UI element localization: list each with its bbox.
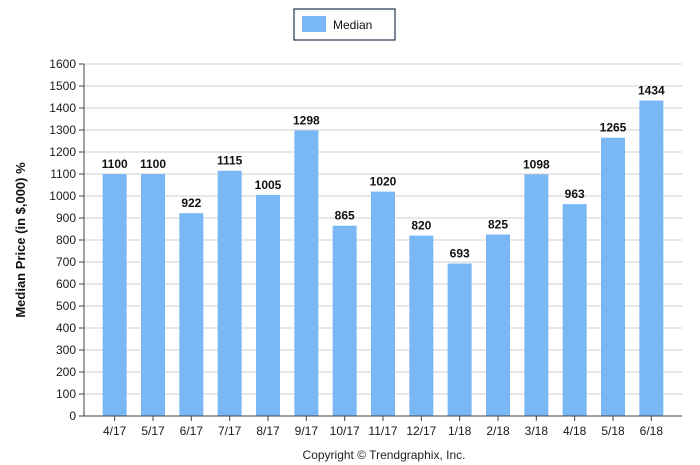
y-tick-label: 1400 <box>49 101 76 115</box>
x-tick-label: 1/18 <box>448 424 472 438</box>
bar-8-17 <box>256 194 280 416</box>
bar-3-18 <box>524 174 549 416</box>
x-tick-label: 11/17 <box>368 424 397 438</box>
x-tick-label: 3/18 <box>525 424 549 438</box>
bar-6-17 <box>179 213 204 416</box>
bar-6-18 <box>639 100 664 417</box>
x-tick-label: 4/17 <box>103 424 127 438</box>
x-tick-label: 10/17 <box>330 424 360 438</box>
x-tick-label: 5/18 <box>601 424 625 438</box>
data-label-5-18: 1265 <box>600 121 627 135</box>
data-label-5-17: 1100 <box>140 157 166 171</box>
y-tick-label: 700 <box>56 255 76 269</box>
bar-5-17 <box>141 174 165 416</box>
x-tick-label: 8/17 <box>256 424 280 438</box>
legend: Median <box>293 8 396 41</box>
data-label-7-17: 1115 <box>217 154 243 168</box>
x-tick-label: 12/17 <box>406 424 436 438</box>
data-label-2-18: 825 <box>488 218 508 232</box>
y-tick-label: 500 <box>56 299 76 313</box>
y-tick-label: 1000 <box>49 189 76 203</box>
y-tick-label: 100 <box>56 387 76 401</box>
data-label-1-18: 693 <box>450 247 470 261</box>
y-tick-label: 300 <box>56 343 76 357</box>
data-label-11-17: 1020 <box>370 175 397 189</box>
y-tick-label: 0 <box>69 409 76 423</box>
x-axis-ticks: 4/17 5/17 6/17 7/17 8/17 9/17 10/17 11/17 12/17 1… <box>103 416 663 438</box>
data-label-9-17: 1298 <box>293 113 320 127</box>
y-tick-label: 900 <box>56 211 76 225</box>
data-label-10-17: 865 <box>335 209 355 223</box>
data-label-4-18: 963 <box>565 187 585 201</box>
y-tick-label: 400 <box>56 321 76 335</box>
bar-11-17 <box>371 191 395 416</box>
data-label-6-17: 922 <box>181 196 201 210</box>
data-label-4-17: 1100 <box>102 157 128 171</box>
bar-7-17 <box>217 170 242 416</box>
bar-4-17 <box>102 174 127 416</box>
bar-1-18 <box>447 263 472 416</box>
x-tick-label: 2/18 <box>486 424 510 438</box>
x-tick-label: 6/17 <box>180 424 204 438</box>
bar-12-17 <box>409 235 434 416</box>
bar-9-17 <box>294 130 319 416</box>
data-label-12-17: 820 <box>411 219 431 233</box>
bar-4-18 <box>562 204 587 416</box>
data-label-6-18: 1434 <box>638 84 665 98</box>
bars <box>102 100 664 417</box>
x-tick-label: 9/17 <box>295 424 319 438</box>
y-tick-label: 800 <box>56 233 76 247</box>
y-tick-label: 1500 <box>49 79 76 93</box>
data-label-8-17: 1005 <box>255 178 282 192</box>
y-tick-label: 1100 <box>50 167 76 181</box>
legend-swatch <box>302 16 326 32</box>
y-tick-label: 1600 <box>49 57 76 71</box>
x-tick-label: 5/17 <box>141 424 165 438</box>
bar-2-18 <box>486 234 510 416</box>
data-label-3-18: 1098 <box>523 157 550 171</box>
copyright-credit: Copyright © Trendgraphix, Inc. <box>303 448 466 462</box>
y-axis-ticks: 0 100 200 300 400 500 600 700 800 900 1000 1100 1200… <box>49 57 84 423</box>
y-axis-title: Median Price (in $,000) % <box>13 162 28 318</box>
x-tick-label: 4/18 <box>563 424 587 438</box>
legend-label: Median <box>333 18 372 32</box>
data-labels: 1100 1100 922 1115 1005 1298 865 1020 820 693 825 1… <box>102 84 665 261</box>
x-tick-label: 7/17 <box>218 424 242 438</box>
bar-5-18 <box>601 137 625 416</box>
bar-10-17 <box>332 225 357 416</box>
y-tick-label: 600 <box>56 277 76 291</box>
y-tick-label: 1300 <box>49 123 76 137</box>
y-tick-label: 1200 <box>49 145 76 159</box>
y-tick-label: 200 <box>56 365 76 379</box>
x-tick-label: 6/18 <box>640 424 664 438</box>
